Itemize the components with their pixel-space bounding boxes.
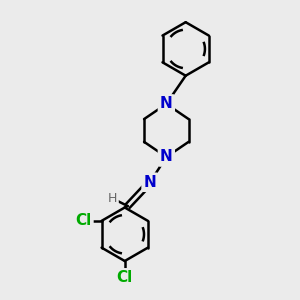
Text: N: N bbox=[144, 175, 156, 190]
Text: Cl: Cl bbox=[76, 213, 92, 228]
Text: Cl: Cl bbox=[117, 270, 133, 285]
Text: H: H bbox=[108, 192, 118, 205]
Text: N: N bbox=[160, 96, 173, 111]
Text: N: N bbox=[160, 149, 173, 164]
